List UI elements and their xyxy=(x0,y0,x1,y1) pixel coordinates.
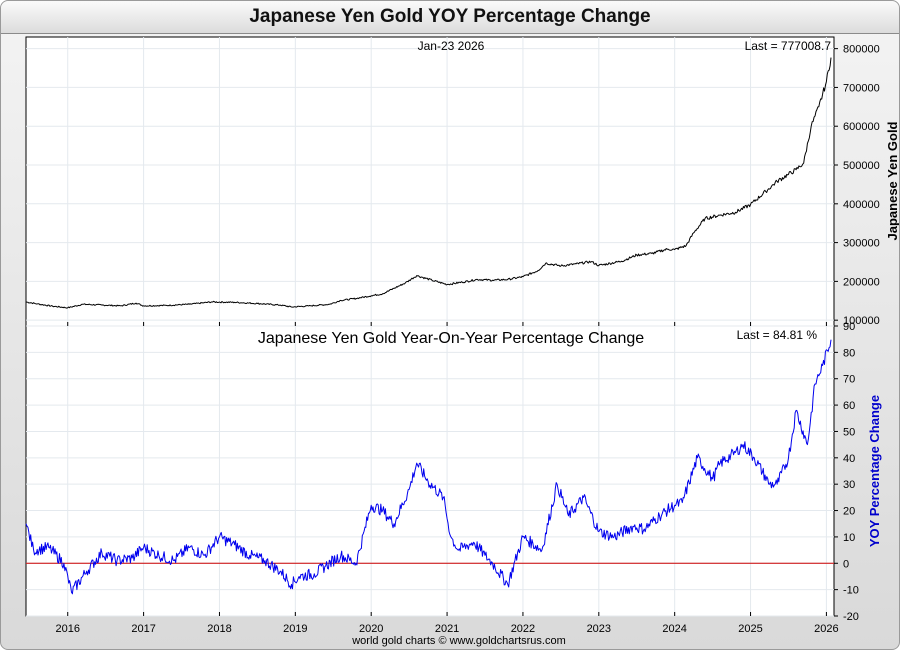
y-tick-label: 700000 xyxy=(843,82,880,94)
yoy-last-label: Last = 84.81 % xyxy=(737,328,818,342)
x-tick-label: 2024 xyxy=(662,623,686,635)
chart-canvas: 100000 200000 300000 400000 500000 600000 7000… xyxy=(25,36,899,647)
page-title: Japanese Yen Gold YOY Percentage Change xyxy=(1,1,899,34)
yoy-chart-title: Japanese Yen Gold Year-On-Year Percentag… xyxy=(258,330,644,347)
y-tick-label: 10 xyxy=(843,532,855,544)
x-tick-label: 2016 xyxy=(55,623,79,635)
x-tick-label: 2026 xyxy=(814,623,838,635)
x-tick-label: 2025 xyxy=(738,623,762,635)
yoy-series-line xyxy=(25,339,832,595)
y-tick-label: 80 xyxy=(843,347,855,359)
y-tick-label: 800000 xyxy=(843,44,880,56)
x-tick-label: 2023 xyxy=(587,623,611,635)
y-tick-label: 500000 xyxy=(843,160,880,172)
yoy-panel xyxy=(25,325,835,617)
footer-credit: world gold charts © www.goldchartsrus.co… xyxy=(351,635,566,647)
y-tick-label: 40 xyxy=(843,453,855,465)
y-tick-label: 70 xyxy=(843,374,855,386)
price-axis-label: Japanese Yen Gold xyxy=(885,121,899,240)
price-last-label: Last = 777008.7 xyxy=(745,39,832,53)
x-tick-label: 2019 xyxy=(283,623,307,635)
price-series-line xyxy=(25,57,832,309)
y-tick-label: 50 xyxy=(843,426,855,438)
y-tick-label: 90 xyxy=(843,321,855,333)
y-tick-label: 30 xyxy=(843,479,855,491)
y-tick-label: 20 xyxy=(843,506,855,518)
y-tick-label: 0 xyxy=(843,558,849,570)
x-tick-label: 2018 xyxy=(207,623,231,635)
x-tick-label: 2020 xyxy=(359,623,383,635)
y-tick-label: 60 xyxy=(843,400,855,412)
y-tick-label: -10 xyxy=(843,585,859,597)
x-tick-label: 2022 xyxy=(511,623,535,635)
x-tick-label: 2017 xyxy=(131,623,155,635)
y-tick-label: 400000 xyxy=(843,199,880,211)
y-tick-label: 200000 xyxy=(843,276,880,288)
price-panel xyxy=(25,36,835,327)
y-tick-label: 300000 xyxy=(843,238,880,250)
price-date-label: Jan-23 2026 xyxy=(418,39,485,53)
y-tick-label: 100000 xyxy=(843,315,880,327)
yoy-axis-label: YOY Percentage Change xyxy=(867,395,882,547)
y-tick-label: -20 xyxy=(843,611,859,623)
y-tick-label: 600000 xyxy=(843,121,880,133)
x-tick-label: 2021 xyxy=(435,623,459,635)
